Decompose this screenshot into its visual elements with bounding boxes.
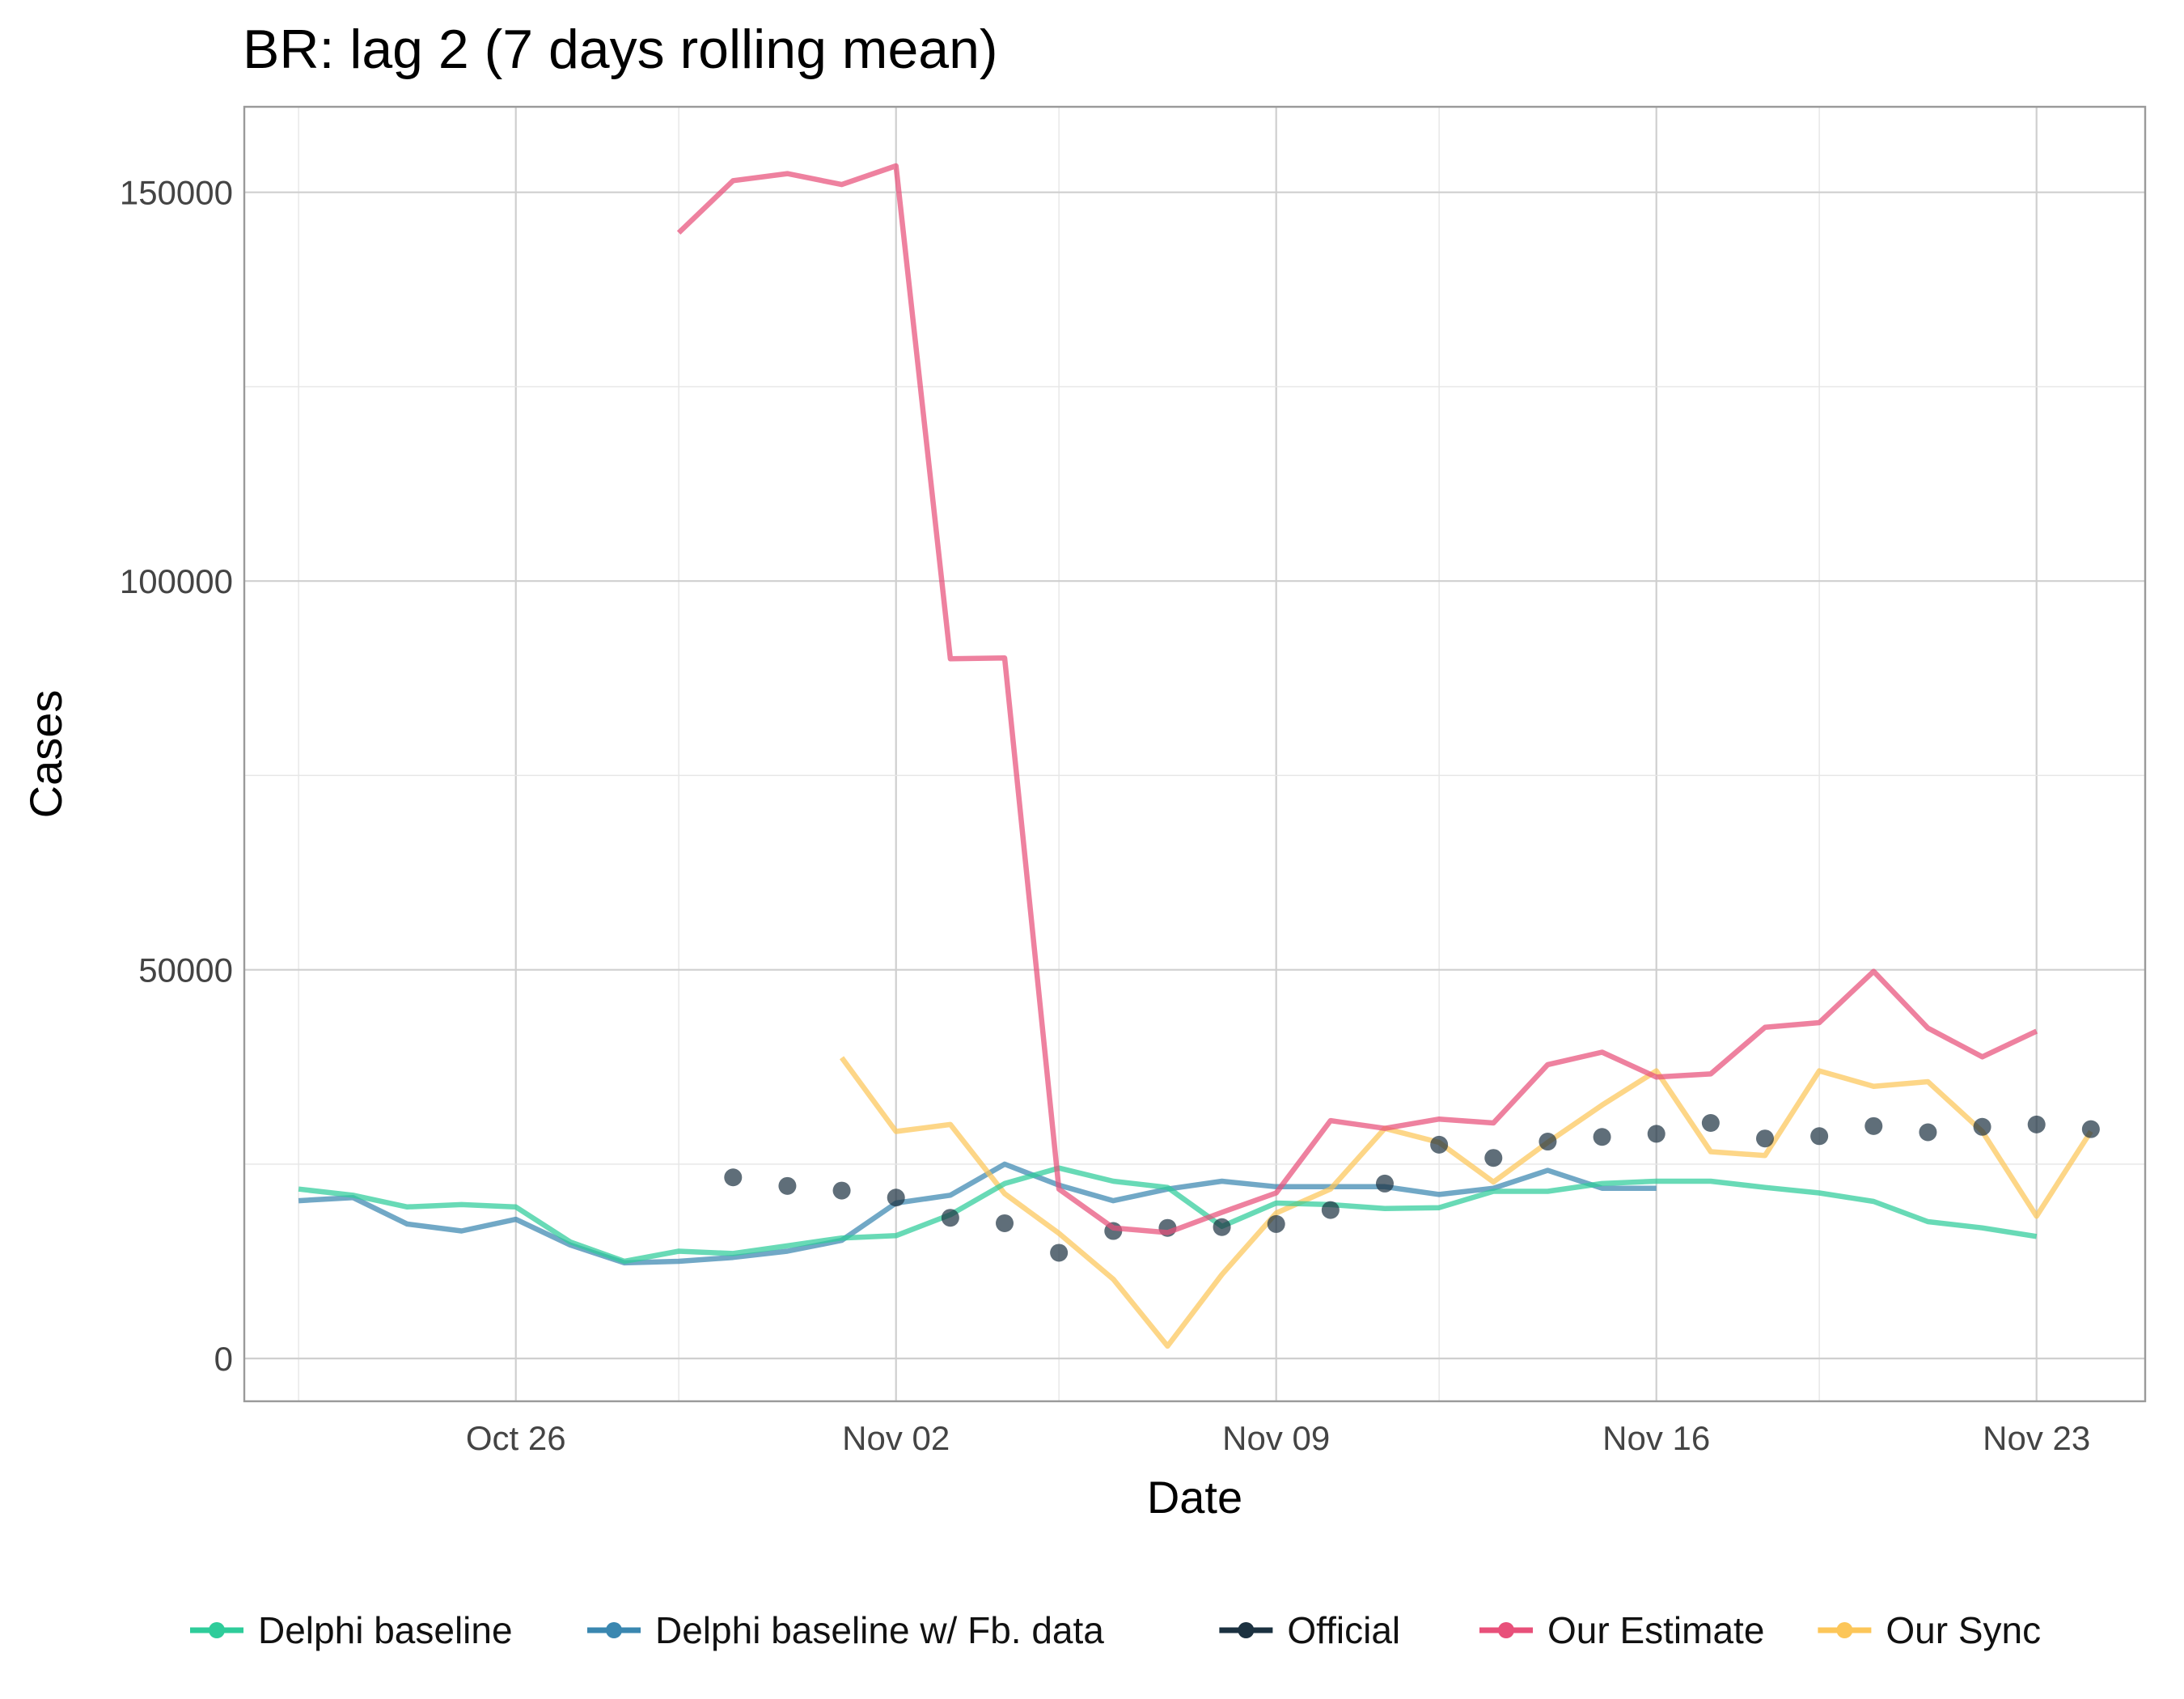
series-line <box>676 163 2038 1235</box>
legend-item-our-sync: Our Sync <box>1818 1609 2041 1651</box>
data-point <box>1213 1218 1231 1236</box>
legend-label: Our Sync <box>1886 1609 2041 1651</box>
gridlines <box>244 107 2145 1401</box>
data-point <box>724 1168 743 1187</box>
data-point <box>1701 1113 1720 1132</box>
y-axis-title: Cases <box>20 690 71 819</box>
data-point <box>1376 1174 1394 1193</box>
data-point <box>1593 1128 1611 1146</box>
legend-item-official: Official <box>1219 1609 1400 1651</box>
data-point <box>2027 1115 2046 1133</box>
data-point <box>832 1181 851 1200</box>
x-tick-label: Oct 26 <box>466 1419 566 1457</box>
plot-panel-border <box>243 105 2147 1403</box>
chart-title: BR: lag 2 (7 days rolling mean) <box>243 19 998 80</box>
data-point <box>1321 1201 1340 1219</box>
data-point <box>1810 1127 1829 1146</box>
legend-item-our-estimate: Our Estimate <box>1479 1609 1764 1651</box>
series-line <box>839 1056 2093 1349</box>
series-line <box>298 1161 1657 1266</box>
legend-label: Delphi baseline <box>258 1609 513 1651</box>
x-tick-label: Nov 09 <box>1222 1419 1330 1457</box>
data-point <box>1050 1244 1069 1262</box>
legend-key-point <box>1498 1622 1514 1638</box>
y-tick-label: 0 <box>214 1340 233 1378</box>
legend-key-point <box>606 1622 622 1638</box>
data-point <box>2081 1120 2100 1138</box>
x-tick-label: Nov 16 <box>1602 1419 1710 1457</box>
legend-key-point <box>209 1622 225 1638</box>
legend-label: Delphi baseline w/ Fb. data <box>655 1609 1104 1651</box>
series-layer <box>298 163 2100 1349</box>
data-point <box>1864 1116 1883 1135</box>
data-point <box>1919 1123 1937 1142</box>
y-tick-label: 100000 <box>120 562 233 600</box>
data-point <box>887 1188 905 1207</box>
data-point <box>778 1176 797 1195</box>
y-axis-tick-labels: 0 50000 100000 150000 <box>120 174 233 1378</box>
x-axis-title: Date <box>1147 1472 1242 1523</box>
data-point <box>996 1214 1014 1232</box>
x-tick-label: Nov 02 <box>842 1419 950 1457</box>
series-delphi-baseline <box>298 1165 2038 1265</box>
legend-key-point <box>1238 1622 1255 1638</box>
legend-item-delphi-baseline: Delphi baseline <box>190 1609 513 1651</box>
data-point <box>1973 1117 1991 1136</box>
data-point <box>1647 1125 1666 1143</box>
data-point <box>1430 1135 1449 1154</box>
x-axis-tick-labels: Oct 26 Nov 02 Nov 09 Nov 16 Nov 23 <box>466 1419 2090 1457</box>
legend-key-point <box>1836 1622 1853 1638</box>
data-point <box>1267 1214 1285 1233</box>
legend-label: Official <box>1287 1609 1400 1651</box>
data-point <box>941 1209 959 1227</box>
series-official <box>724 1113 2100 1262</box>
data-point <box>1756 1129 1774 1148</box>
data-point <box>1539 1133 1557 1151</box>
series-line <box>298 1165 2038 1265</box>
data-point <box>1484 1149 1503 1167</box>
series-our-estimate <box>676 163 2038 1235</box>
x-tick-label: Nov 23 <box>1983 1419 2090 1457</box>
legend: Delphi baseline Delphi baseline w/ Fb. da… <box>190 1609 2041 1651</box>
series-our-sync <box>839 1056 2093 1349</box>
legend-item-delphi-baseline-w-fb-data: Delphi baseline w/ Fb. data <box>587 1609 1104 1651</box>
y-tick-label: 150000 <box>120 174 233 212</box>
legend-label: Our Estimate <box>1547 1609 1764 1651</box>
y-tick-label: 50000 <box>138 951 233 989</box>
series-delphi-baseline-w-fb-data <box>298 1161 1657 1266</box>
